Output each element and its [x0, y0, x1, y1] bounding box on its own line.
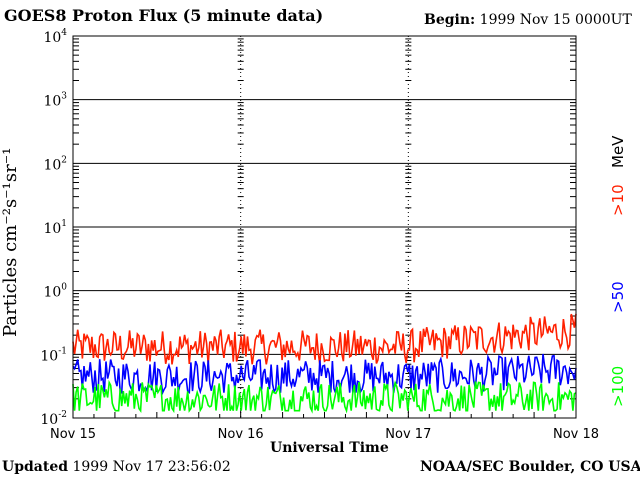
- energy-unit-label: MeV: [609, 135, 627, 168]
- y-tick-exponent: 0: [61, 283, 67, 293]
- x-tick-label: Nov 16: [218, 427, 264, 442]
- series-line-2: [72, 379, 577, 414]
- y-tick-base: 10: [43, 285, 61, 301]
- y-tick-base: 10: [43, 30, 61, 46]
- legend-series-10mev: >10: [609, 184, 627, 216]
- x-tick-label: Nov 15: [50, 427, 96, 442]
- y-tick-label: 103: [43, 92, 67, 110]
- y-tick-base: 10: [40, 412, 58, 428]
- y-tick-exponent: 4: [61, 28, 67, 38]
- y-tick-label: 102: [43, 155, 67, 173]
- y-tick-exponent: 3: [61, 92, 67, 102]
- y-tick-label: 100: [43, 283, 67, 301]
- updated-time: Updated 1999 Nov 17 23:56:02: [2, 459, 231, 475]
- plot-frame: [72, 35, 577, 419]
- begin-time: Begin: 1999 Nov 15 0000UT: [424, 12, 632, 28]
- y-tick-exponent: -1: [58, 346, 67, 356]
- begin-label: Begin:: [424, 12, 476, 28]
- begin-value: 1999 Nov 15 0000UT: [479, 12, 632, 28]
- legend-series-50mev: >50: [609, 281, 627, 313]
- y-tick-base: 10: [43, 157, 61, 173]
- y-tick-label: 101: [43, 219, 67, 237]
- updated-value: 1999 Nov 17 23:56:02: [72, 459, 231, 475]
- x-axis-label: Universal Time: [270, 440, 389, 456]
- y-tick-label: 104: [43, 28, 67, 46]
- credit-text: NOAA/SEC Boulder, CO USA: [420, 459, 640, 475]
- series-line-1: [72, 353, 577, 396]
- y-tick-label: 10-2: [40, 410, 67, 428]
- x-tick-label: Nov 17: [385, 427, 431, 442]
- series-line-0: [72, 313, 577, 365]
- y-tick-base: 10: [40, 348, 58, 364]
- y-tick-exponent: 2: [61, 155, 67, 165]
- legend-series-100mev: >100: [609, 365, 627, 407]
- y-tick-exponent: -2: [58, 410, 67, 420]
- chart-title: GOES8 Proton Flux (5 minute data): [4, 6, 324, 25]
- y-tick-base: 10: [43, 221, 61, 237]
- x-tick-label: Nov 18: [553, 427, 599, 442]
- y-tick-base: 10: [43, 94, 61, 110]
- y-tick-exponent: 1: [61, 219, 67, 229]
- updated-label: Updated: [2, 459, 69, 475]
- y-tick-label: 10-1: [40, 346, 67, 364]
